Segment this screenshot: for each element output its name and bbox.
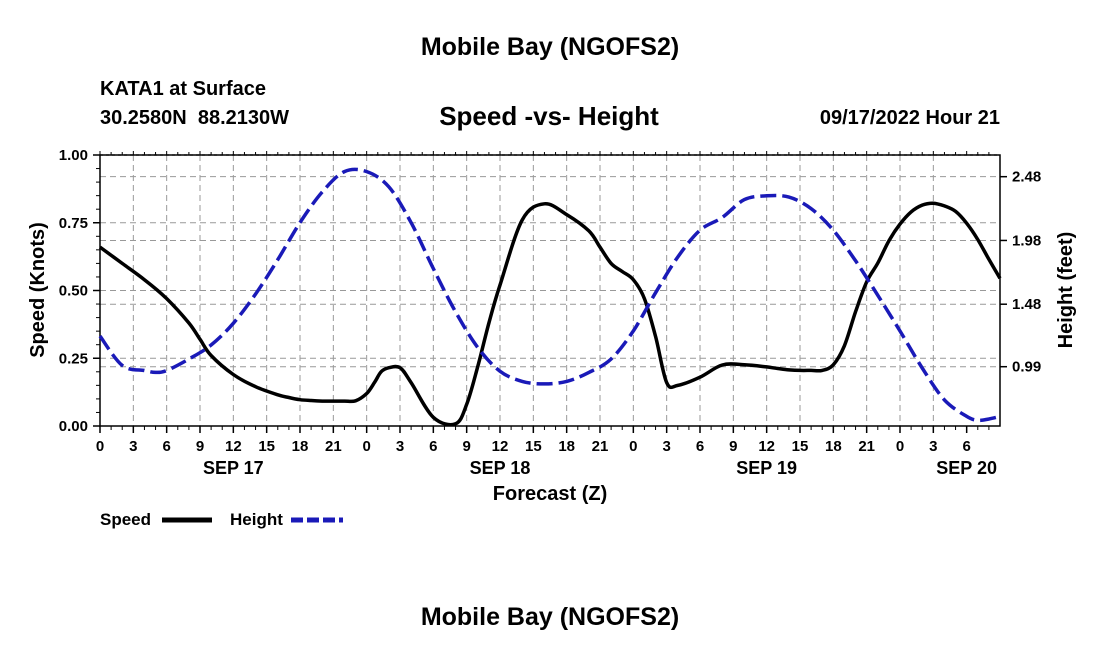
x-tick-label: 3 — [396, 438, 404, 455]
x-tick-label: 6 — [429, 438, 437, 455]
station-coords: 30.2580N 88.2130W — [100, 107, 289, 129]
x-tick-label: 15 — [258, 438, 275, 455]
y2-tick-label: 2.48 — [1012, 169, 1041, 186]
y2-axis-ticks: 0.99 1.48 1.98 2.48 — [1000, 169, 1041, 376]
series-line-height — [98, 167, 1001, 423]
main-title: Mobile Bay (NGOFS2) — [421, 33, 679, 61]
x-tick-label: 12 — [492, 438, 509, 455]
y2-tick-label: 1.98 — [1012, 232, 1041, 249]
x-tick-label: 12 — [758, 438, 775, 455]
legend: Speed Height — [100, 510, 343, 529]
x-tick-label: 9 — [729, 438, 737, 455]
y2-tick-label: 0.99 — [1012, 359, 1041, 376]
x-tick-label: 3 — [662, 438, 670, 455]
x-tick-label: 0 — [629, 438, 637, 455]
forecast-datetime: 09/17/2022 Hour 21 — [820, 107, 1000, 129]
x-tick-label: 21 — [858, 438, 875, 455]
x-tick-label: 18 — [558, 438, 575, 455]
y-tick-label: 0.75 — [59, 215, 88, 232]
date-label: SEP 18 — [470, 458, 531, 478]
legend-label-speed: Speed — [100, 510, 151, 529]
x-tick-label: 0 — [896, 438, 904, 455]
station-label: KATA1 at Surface — [100, 78, 266, 100]
x-tick-label: 15 — [525, 438, 542, 455]
chart-subtitle: Speed -vs- Height — [439, 101, 659, 131]
y-tick-label: 1.00 — [59, 147, 88, 164]
x-axis-label: Forecast (Z) — [493, 483, 607, 505]
x-tick-label: 18 — [292, 438, 309, 455]
x-axis-ticks: 0 3 6 9 12 15 18 21 0 3 6 9 12 15 18 21 0 3 6 9 12 15 18 21 0 3 6 S… — [96, 151, 997, 478]
x-tick-label: 3 — [929, 438, 937, 455]
date-label: SEP 20 — [936, 458, 997, 478]
footer-title: Mobile Bay (NGOFS2) — [421, 603, 679, 631]
x-tick-label: 0 — [362, 438, 370, 455]
y-tick-label: 0.25 — [59, 350, 88, 367]
series-line-speed — [98, 201, 1002, 427]
date-label: SEP 17 — [203, 458, 264, 478]
series-lines — [98, 167, 1002, 427]
x-tick-label: 15 — [792, 438, 809, 455]
x-tick-label: 21 — [325, 438, 342, 455]
x-tick-label: 9 — [196, 438, 204, 455]
x-tick-label: 6 — [696, 438, 704, 455]
y-tick-label: 0.00 — [59, 418, 88, 435]
x-tick-label: 12 — [225, 438, 242, 455]
x-tick-label: 21 — [592, 438, 609, 455]
y-axis-ticks: 0.00 0.25 0.50 0.75 1.00 — [59, 147, 100, 435]
x-tick-label: 6 — [162, 438, 170, 455]
x-tick-label: 3 — [129, 438, 137, 455]
y2-axis-label: Height (feet) — [1055, 232, 1077, 349]
y2-tick-label: 1.48 — [1012, 296, 1041, 313]
x-tick-label: 18 — [825, 438, 842, 455]
x-tick-label: 0 — [96, 438, 104, 455]
x-tick-label: 6 — [962, 438, 970, 455]
date-label: SEP 19 — [736, 458, 797, 478]
y-tick-label: 0.50 — [59, 283, 88, 300]
y-axis-label: Speed (Knots) — [27, 222, 49, 358]
legend-label-height: Height — [230, 510, 283, 529]
x-tick-label: 9 — [462, 438, 470, 455]
